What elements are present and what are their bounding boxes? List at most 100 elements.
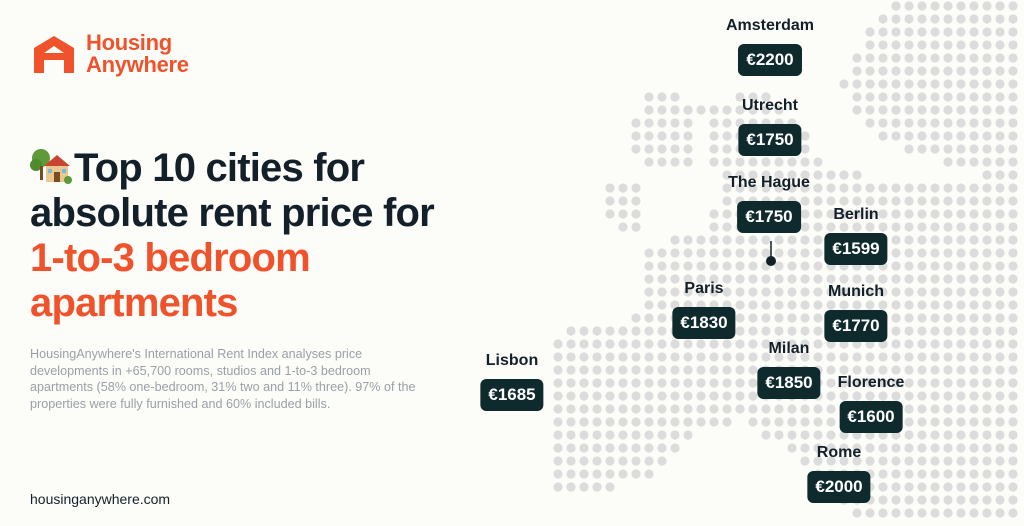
map-dot	[605, 378, 615, 388]
map-dot	[709, 352, 719, 362]
map-dot	[683, 287, 693, 297]
map-dot	[683, 274, 693, 284]
map-dot	[592, 326, 602, 336]
city-amsterdam[interactable]: Amsterdam €2200	[726, 17, 814, 76]
housinganywhere-logo[interactable]: Housing Anywhere	[30, 32, 189, 76]
map-dot	[605, 417, 615, 427]
map-dot	[566, 326, 576, 336]
map-dot	[852, 209, 862, 219]
map-dot	[709, 261, 719, 271]
map-dot	[995, 443, 1005, 453]
map-dot	[943, 326, 953, 336]
city-rome[interactable]: Rome €2000	[807, 444, 871, 503]
map-dot	[891, 235, 901, 245]
map-dot	[995, 105, 1005, 115]
map-dot	[995, 274, 1005, 284]
map-dot	[904, 313, 914, 323]
map-dot	[644, 469, 654, 479]
map-dot	[761, 235, 771, 245]
map-dot	[826, 352, 836, 362]
map-dot	[553, 456, 563, 466]
map-dot	[891, 183, 901, 193]
map-dot	[839, 209, 849, 219]
map-dot	[982, 105, 992, 115]
map-dot	[1008, 443, 1018, 453]
map-dot	[852, 443, 862, 453]
city-the-hague[interactable]: The Hague €1750	[728, 174, 810, 233]
map-dot	[878, 352, 888, 362]
map-dot	[995, 14, 1005, 24]
map-dot	[995, 248, 1005, 258]
city-name: Berlin	[833, 206, 879, 223]
map-dot	[982, 274, 992, 284]
map-dot	[930, 144, 940, 154]
map-dot	[930, 27, 940, 37]
map-dot	[709, 105, 719, 115]
map-dot	[917, 352, 927, 362]
map-dot	[930, 105, 940, 115]
map-dot	[917, 313, 927, 323]
map-dot	[657, 144, 667, 154]
map-dot	[852, 352, 862, 362]
city-utrecht[interactable]: Utrecht €1750	[738, 97, 802, 156]
map-dot	[865, 40, 875, 50]
map-dot	[670, 92, 680, 102]
map-dot	[813, 352, 823, 362]
map-dot	[982, 79, 992, 89]
map-dot	[839, 443, 849, 453]
map-dot	[592, 365, 602, 375]
map-dot	[1008, 417, 1018, 427]
map-dot	[1008, 274, 1018, 284]
map-dot	[904, 261, 914, 271]
map-dot	[774, 404, 784, 414]
map-dot	[657, 287, 667, 297]
map-dot	[618, 443, 628, 453]
city-paris[interactable]: Paris €1830	[672, 280, 736, 339]
map-dot	[709, 404, 719, 414]
city-berlin[interactable]: Berlin €1599	[824, 206, 888, 265]
map-dot	[956, 365, 966, 375]
map-dot	[735, 378, 745, 388]
map-dot	[644, 404, 654, 414]
map-dot	[631, 443, 641, 453]
city-munich[interactable]: Munich €1770	[824, 283, 888, 342]
map-dot	[969, 443, 979, 453]
headline-line-1-wrap: Top 10 cities for	[30, 146, 510, 191]
map-dot	[748, 274, 758, 284]
map-dot	[878, 79, 888, 89]
map-dot	[956, 66, 966, 76]
map-dot	[774, 170, 784, 180]
map-dot	[566, 443, 576, 453]
city-florence[interactable]: Florence €1600	[838, 374, 904, 433]
map-dot	[852, 300, 862, 310]
website-link[interactable]: housinganywhere.com	[30, 491, 171, 507]
map-dot	[618, 222, 628, 232]
map-dot	[631, 469, 641, 479]
map-dot	[995, 40, 1005, 50]
city-milan[interactable]: Milan €1850	[757, 340, 821, 399]
map-dot	[930, 404, 940, 414]
map-dot	[787, 430, 797, 440]
map-dot	[995, 313, 1005, 323]
map-dot	[982, 144, 992, 154]
map-dot	[982, 27, 992, 37]
map-dot	[813, 456, 823, 466]
map-dot	[891, 287, 901, 297]
map-dot	[1008, 118, 1018, 128]
map-dot	[943, 274, 953, 284]
map-dot	[943, 469, 953, 479]
map-dot	[631, 209, 641, 219]
map-dot	[969, 352, 979, 362]
map-dot	[969, 326, 979, 336]
map-dot	[904, 469, 914, 479]
map-dot	[956, 209, 966, 219]
map-dot	[891, 66, 901, 76]
map-dot	[852, 105, 862, 115]
city-lisbon[interactable]: Lisbon €1685	[480, 352, 544, 411]
map-dot	[917, 40, 927, 50]
map-dot	[904, 53, 914, 63]
map-dot	[722, 417, 732, 427]
map-dot	[696, 261, 706, 271]
city-name: Milan	[768, 340, 810, 357]
map-dot	[813, 430, 823, 440]
